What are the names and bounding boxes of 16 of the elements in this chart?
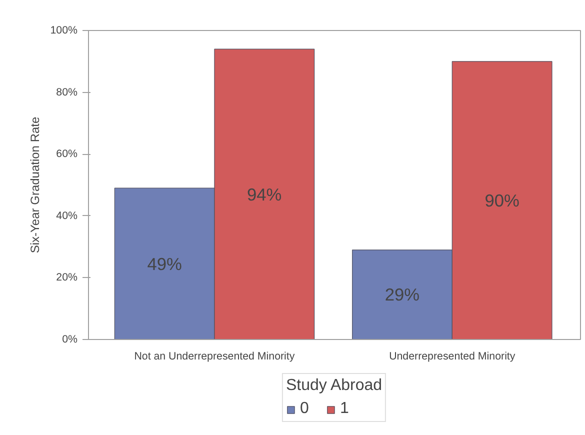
y-tick-label: 60% — [56, 148, 78, 160]
x-tick-label: Underrepresented Minority — [389, 350, 516, 362]
y-tick-label: 0% — [62, 334, 78, 346]
x-tick-label: Not an Underrepresented Minority — [134, 350, 296, 362]
y-axis-title: Six-Year Graduation Rate — [28, 116, 42, 254]
legend-title: Study Abroad — [286, 377, 382, 395]
y-tick-label: 100% — [50, 24, 78, 36]
legend-label: 1 — [340, 400, 350, 418]
data-label: 94% — [247, 184, 282, 204]
y-tick-label: 40% — [56, 210, 78, 222]
y-tick-label: 80% — [56, 86, 78, 98]
data-label: 90% — [484, 190, 520, 210]
legend-label: 0 — [300, 400, 310, 418]
data-label: 29% — [384, 284, 420, 305]
data-label: 49% — [147, 254, 182, 274]
y-tick-label: 20% — [56, 272, 78, 284]
